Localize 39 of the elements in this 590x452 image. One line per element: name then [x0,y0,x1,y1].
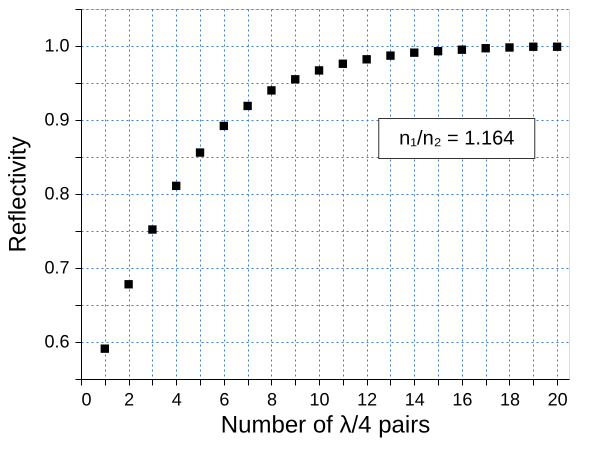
y-tick-label: 1.0 [44,36,70,56]
x-tick-label: 8 [266,390,277,410]
x-tick-label: 20 [548,390,568,410]
point [505,43,514,52]
point [552,42,562,51]
point [386,51,395,60]
y-tick-label: 0.7 [44,258,70,278]
x-tick-label: 14 [404,390,425,410]
y-tick-label: 0.6 [44,332,70,352]
point [338,60,348,68]
x-tick-label: 2 [124,390,134,410]
point [124,280,133,288]
point [482,44,490,52]
point [291,75,300,84]
point [267,86,276,95]
x-tick-label: 6 [219,390,230,410]
point [220,122,228,130]
y-axis-title: Reflectivity [4,136,32,253]
point [529,42,538,51]
point [434,46,442,56]
point [314,66,324,75]
point [243,102,252,110]
x-tick-label: 16 [452,390,472,410]
x-tick-label: 0 [82,390,92,410]
point [148,225,157,234]
point [410,48,418,57]
x-tick-label: 12 [357,390,378,410]
y-tick-label: 0.9 [44,110,70,130]
x-tick-label: 4 [172,390,182,410]
point [100,344,109,353]
point [172,182,180,190]
y-tick-label: 0.8 [44,184,70,204]
point [458,46,466,54]
x-tick-label: 18 [500,390,520,410]
annotation: n₁/n₂ = 1.164 [399,128,514,150]
x-tick-label: 10 [310,390,330,410]
x-axis-title: Number of λ/4 pairs [220,412,430,438]
point [196,148,204,157]
point [362,55,371,64]
